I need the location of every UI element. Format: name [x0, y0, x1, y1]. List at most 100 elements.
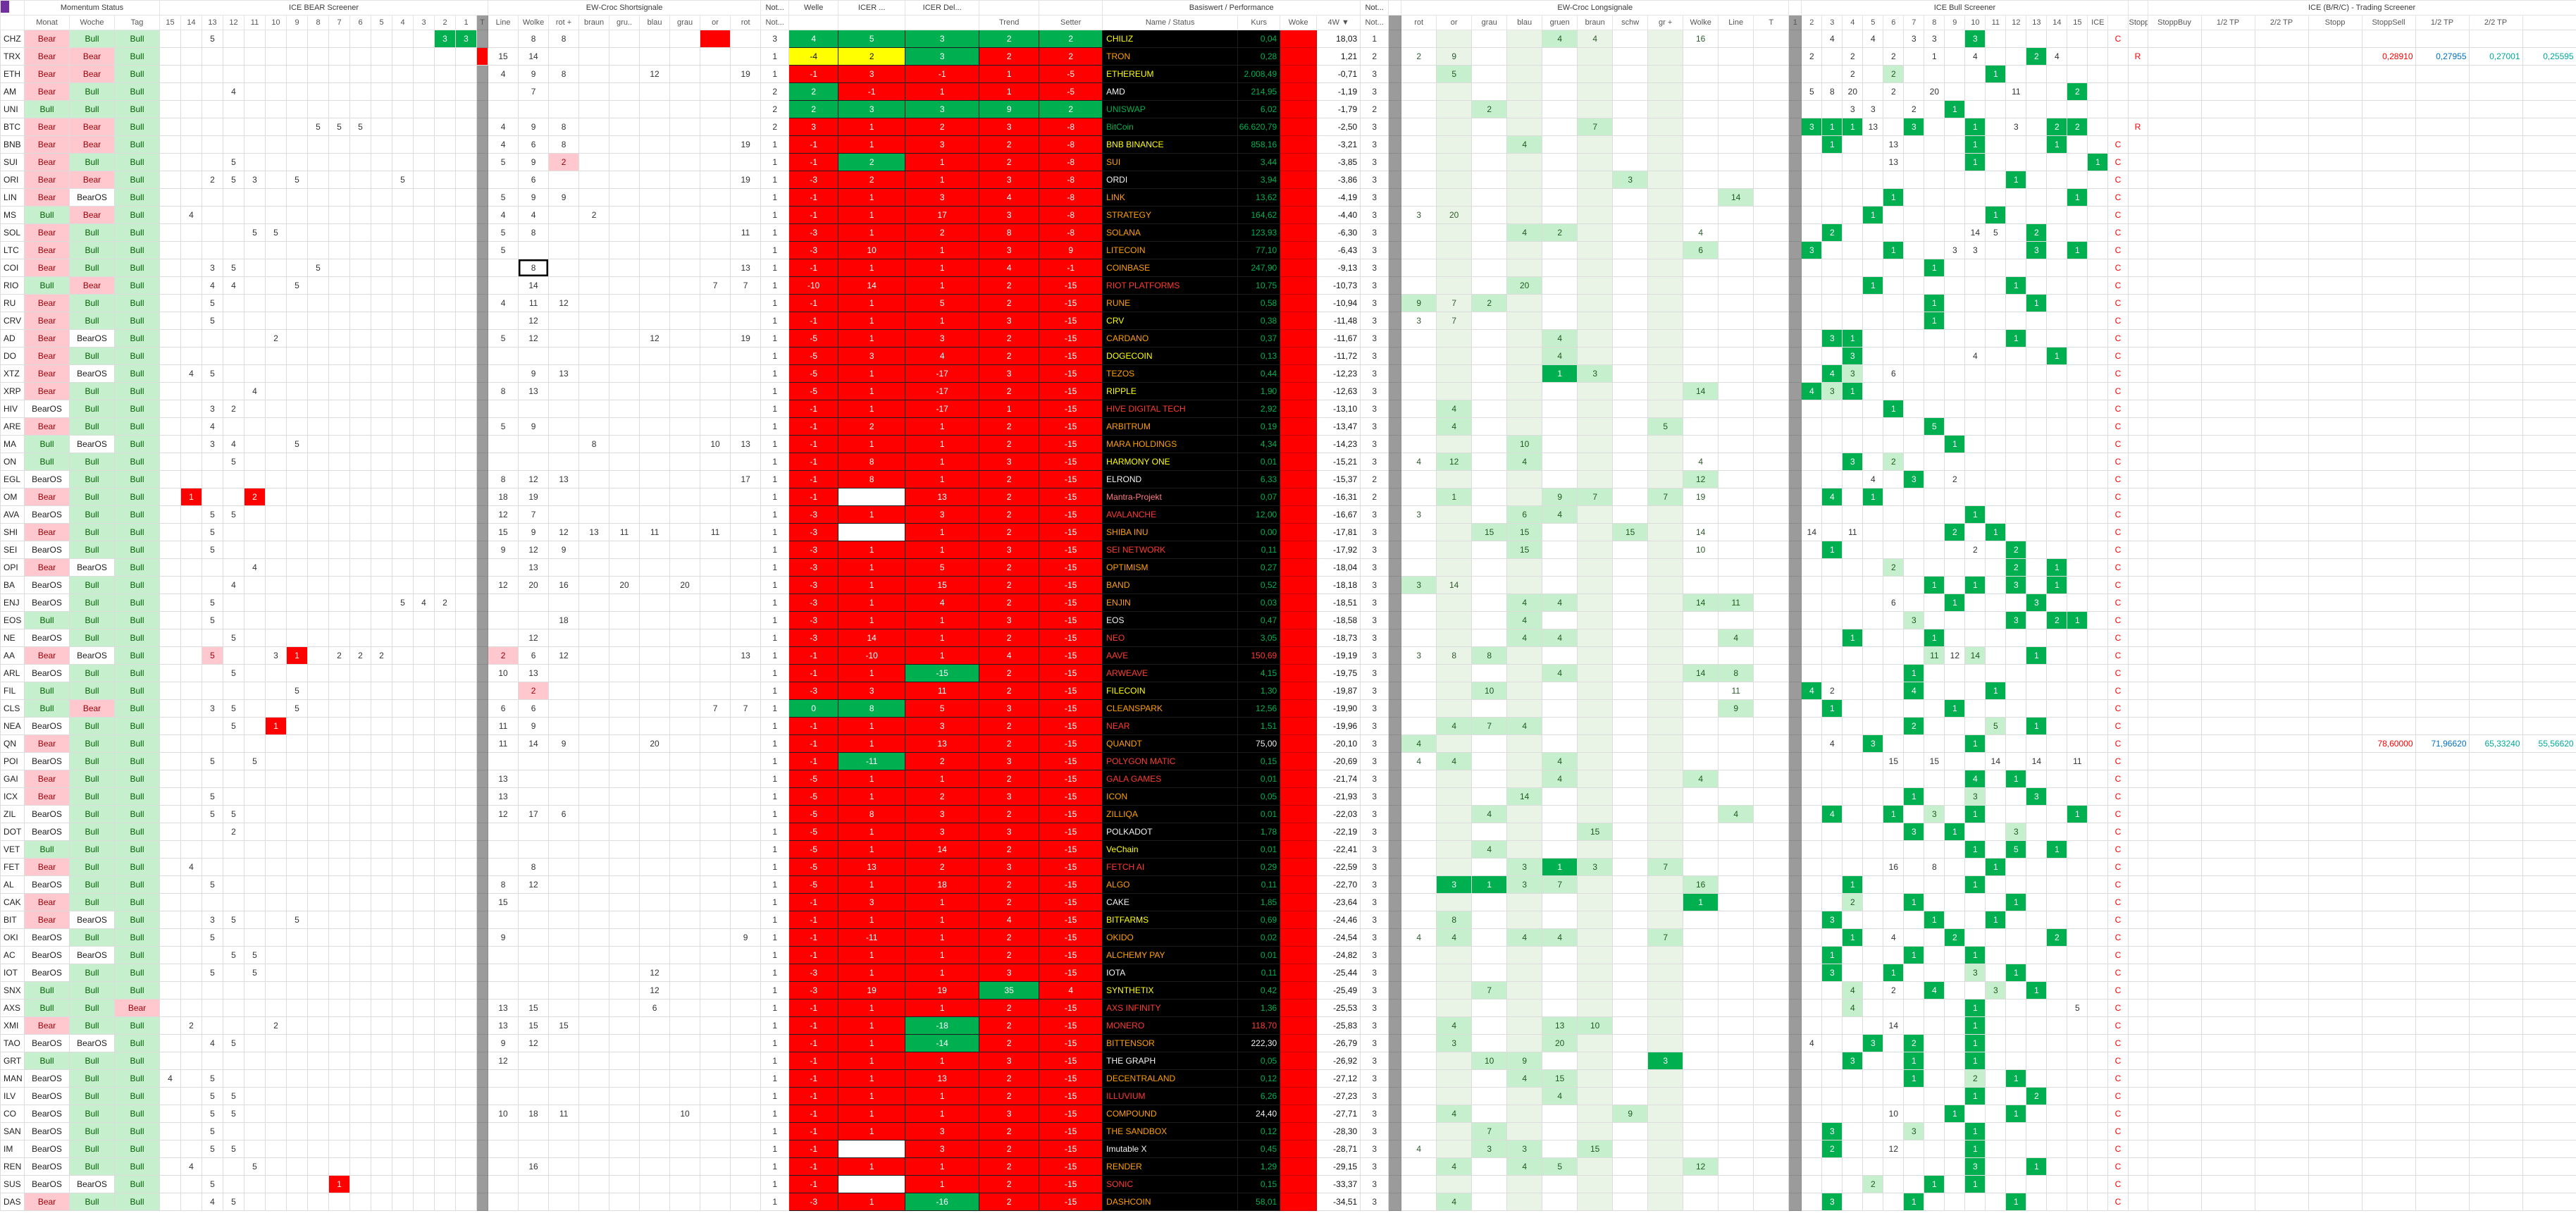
setter-cell[interactable]: -15 [1039, 364, 1103, 383]
ticker-cell[interactable]: SEI [0, 541, 25, 559]
monat-cell[interactable]: BearOS [24, 629, 70, 647]
bear-screener-cell[interactable] [349, 1016, 372, 1035]
setter-cell[interactable]: -15 [1039, 682, 1103, 700]
header-col-8[interactable]: 8 [307, 15, 330, 30]
bear-screener-cell[interactable] [349, 223, 372, 242]
long-signal-cell[interactable] [1683, 858, 1719, 876]
long-signal-cell[interactable] [1506, 1034, 1543, 1052]
short-signal-cell[interactable] [669, 188, 701, 207]
long-signal-cell[interactable] [1471, 382, 1508, 400]
trade-screener-cell[interactable] [2361, 276, 2416, 295]
bull-screener-cell[interactable] [1842, 400, 1864, 418]
short-signal-cell[interactable] [669, 259, 701, 277]
ice-flag-cell[interactable]: R [2127, 47, 2148, 66]
ice-flag-cell[interactable] [2127, 646, 2148, 665]
bear-screener-cell[interactable] [286, 259, 309, 277]
bull-screener-cell[interactable] [1903, 171, 1925, 189]
long-signal-cell[interactable]: 7 [1542, 875, 1578, 894]
t-separator-cell[interactable] [476, 453, 489, 471]
bull-screener-cell[interactable] [1944, 999, 1966, 1017]
short-signal-cell[interactable] [518, 400, 550, 418]
short-signal-cell[interactable] [518, 981, 550, 1000]
ice-cell[interactable]: C [2107, 594, 2129, 612]
bear-screener-cell[interactable] [328, 541, 351, 559]
header-col-10[interactable]: 10 [265, 15, 287, 30]
bear-screener-cell[interactable] [413, 682, 435, 700]
long-signal-cell[interactable]: 11 [1718, 594, 1754, 612]
icer-cell[interactable]: 1 [838, 840, 906, 859]
bull-screener-cell[interactable] [1883, 576, 1905, 594]
bear-screener-cell[interactable] [328, 206, 351, 224]
header-col-braun[interactable]: braun [578, 15, 610, 30]
short-signal-cell[interactable] [669, 717, 701, 735]
bear-screener-cell[interactable] [180, 65, 203, 83]
trade-screener-cell[interactable] [2522, 312, 2576, 330]
bear-screener-cell[interactable] [159, 611, 182, 629]
bull-screener-cell[interactable] [2026, 840, 2048, 859]
trade-screener-cell[interactable] [2522, 858, 2576, 876]
icer-del-cell[interactable]: 1 [905, 259, 980, 277]
short-signal-cell[interactable] [578, 1122, 610, 1140]
bear-screener-cell[interactable] [455, 840, 478, 859]
bear-screener-cell[interactable] [307, 541, 330, 559]
setter-cell[interactable]: -15 [1039, 400, 1103, 418]
bear-screener-cell[interactable]: 2 [265, 1016, 287, 1035]
woche-cell[interactable]: Bull [69, 823, 115, 841]
bull-screener-cell[interactable]: 20 [1842, 82, 1864, 101]
long-signal-cell[interactable] [1506, 946, 1543, 964]
setter-cell[interactable]: -15 [1039, 717, 1103, 735]
bull-screener-cell[interactable] [1944, 682, 1966, 700]
short-signal-cell[interactable] [609, 946, 640, 964]
bull-screener-cell[interactable] [1801, 840, 1823, 859]
bull-screener-cell[interactable] [2067, 770, 2088, 788]
bear-screener-cell[interactable] [328, 171, 351, 189]
short-signal-cell[interactable] [730, 347, 762, 365]
trade-screener-cell[interactable] [2468, 1087, 2523, 1105]
welle-cell[interactable]: -1 [788, 734, 839, 753]
short-signal-cell[interactable] [669, 82, 701, 101]
tag-cell[interactable]: Bull [113, 981, 161, 1000]
short-signal-cell[interactable] [669, 734, 701, 753]
trade-screener-cell[interactable] [2468, 823, 2523, 841]
bear-screener-cell[interactable] [180, 594, 203, 612]
bull-screener-cell[interactable] [1883, 100, 1905, 118]
icer-cell[interactable]: 8 [838, 470, 906, 488]
bear-screener-cell[interactable] [180, 558, 203, 577]
bear-screener-cell[interactable] [349, 911, 372, 929]
trade-screener-cell[interactable] [2254, 541, 2309, 559]
bear-screener-cell[interactable] [307, 294, 330, 312]
bull-screener-cell[interactable] [1862, 312, 1884, 330]
long-signal-cell[interactable] [1753, 734, 1790, 753]
bull-screener-cell[interactable] [1985, 259, 2007, 277]
bull-screener-cell[interactable] [1903, 241, 1925, 259]
header-col-5[interactable]: 5 [371, 15, 393, 30]
kurs-cell[interactable]: 6,02 [1237, 100, 1281, 118]
trade-screener-cell[interactable] [2147, 611, 2202, 629]
trend-cell[interactable]: 4 [979, 259, 1040, 277]
trade-screener-cell[interactable] [2415, 453, 2470, 471]
short-signal-cell[interactable] [700, 30, 731, 48]
bull-screener-cell[interactable] [1964, 435, 1986, 453]
wolke-indicator-cell[interactable] [1280, 276, 1318, 295]
bear-screener-cell[interactable] [413, 1052, 435, 1070]
bull-screener-cell[interactable]: 4 [1842, 999, 1864, 1017]
trade-screener-cell[interactable] [2254, 823, 2309, 841]
long-signal-cell[interactable] [1506, 893, 1543, 911]
4w-performance-cell[interactable]: -15,37 [1316, 470, 1361, 488]
bear-screener-cell[interactable] [371, 100, 393, 118]
monat-cell[interactable]: Bear [24, 787, 70, 806]
bull-screener-cell[interactable] [1985, 699, 2007, 718]
trade-screener-cell[interactable] [2147, 188, 2202, 207]
ice-flag-cell[interactable] [2127, 171, 2148, 189]
short-signal-cell[interactable] [730, 752, 762, 770]
trade-screener-cell[interactable] [2361, 770, 2416, 788]
trade-screener-cell[interactable] [2254, 1016, 2309, 1035]
separator-cell[interactable] [1788, 1052, 1802, 1070]
tag-cell[interactable]: Bull [113, 541, 161, 559]
tag-cell[interactable]: Bull [113, 65, 161, 83]
not-cell[interactable]: 1 [760, 717, 790, 735]
short-signal-cell[interactable] [639, 805, 671, 823]
bull-screener-cell[interactable] [1924, 153, 1945, 171]
bull-screener-cell[interactable]: 1 [2005, 276, 2027, 295]
long-signal-cell[interactable] [1577, 611, 1614, 629]
